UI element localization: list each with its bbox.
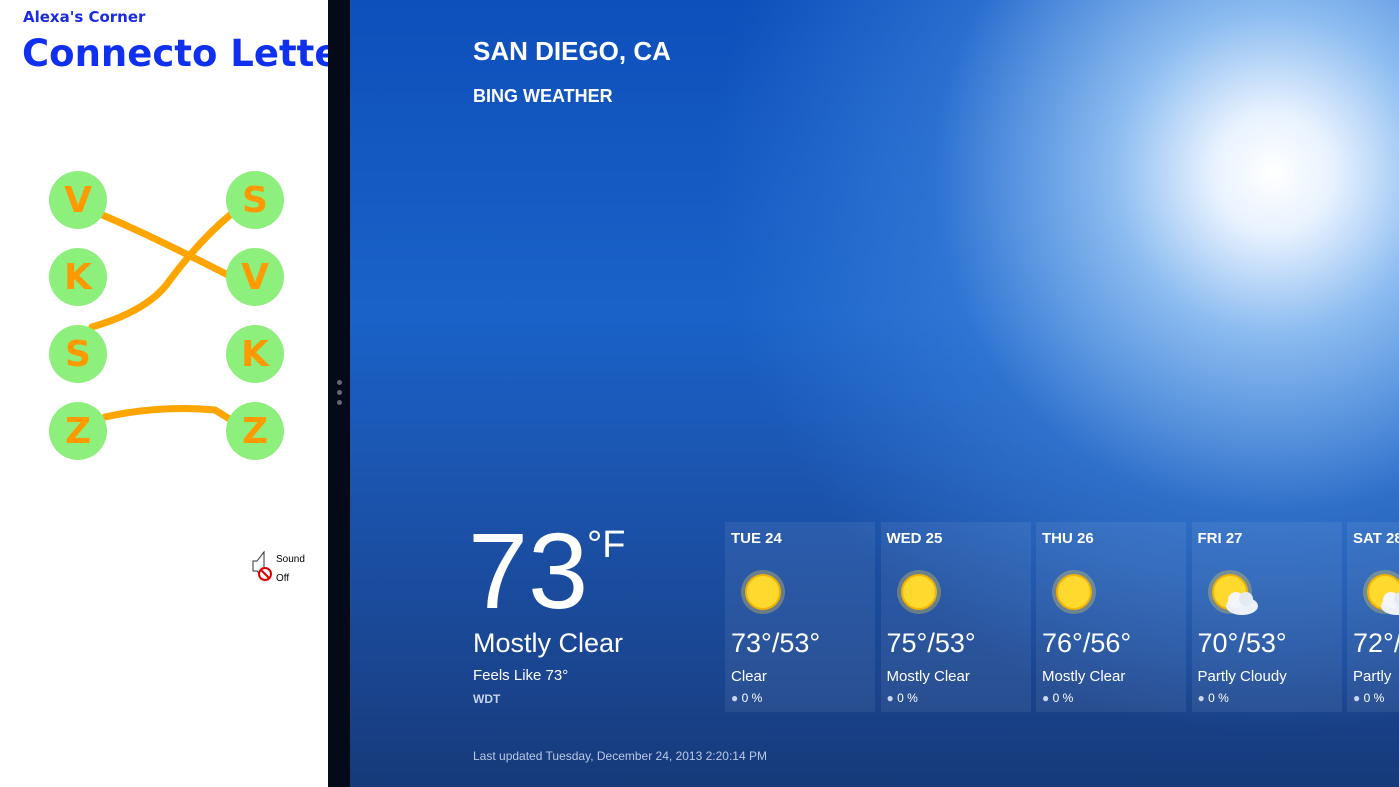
line-s-s <box>88 211 234 331</box>
line-z-z <box>101 405 232 422</box>
forecast-temps: 76°/56° <box>1042 628 1132 658</box>
sun-icon <box>896 570 941 614</box>
feels-like: Feels Like 73° <box>473 667 569 684</box>
forecast-day[interactable]: SAT 28 72°/ Partly ● 0 % <box>1347 522 1399 712</box>
precip-value: 0 % <box>1208 691 1229 705</box>
raindrop-icon: ● <box>731 691 739 705</box>
last-updated: Last updated Tuesday, December 24, 2013 … <box>473 749 767 763</box>
line-v-v <box>96 210 232 279</box>
forecast-day[interactable]: THU 26 76°/56° Mostly Clear ● 0 % <box>1036 522 1186 712</box>
forecast-temps: 72°/ <box>1353 628 1399 658</box>
sun-icon <box>1052 570 1096 614</box>
precip-value: 0 % <box>741 691 763 705</box>
forecast-temps: 73°/53° <box>731 628 821 658</box>
raindrop-icon: ● <box>886 691 894 705</box>
forecast-date: FRI 27 <box>1197 530 1243 547</box>
forecast-precip: ● 0 % <box>1353 691 1384 705</box>
forecast-day[interactable]: TUE 24 73°/53° Clear ● 0 % <box>725 522 875 712</box>
divider-grip-dot[interactable] <box>337 380 342 385</box>
forecast-date: THU 26 <box>1042 530 1094 547</box>
connection-lines <box>88 210 234 422</box>
precip-value: 0 % <box>897 691 918 705</box>
divider-grip-dot[interactable] <box>337 390 342 395</box>
letter-left-k[interactable]: K <box>49 248 107 306</box>
forecast-precip: ● 0 % <box>1042 691 1073 705</box>
precip-value: 0 % <box>1052 691 1074 705</box>
forecast-temps: 75°/53° <box>886 628 976 658</box>
current-condition: Mostly Clear <box>473 628 624 658</box>
forecast-precip: ● 0 % <box>1198 691 1229 705</box>
sound-toggle[interactable]: Sound Off <box>250 547 305 585</box>
letter-left-z[interactable]: Z <box>49 402 107 460</box>
sound-label: Sound <box>276 554 305 565</box>
letter-right-z[interactable]: Z <box>226 402 284 460</box>
raindrop-icon: ● <box>1042 691 1050 705</box>
app-subtitle: Alexa's Corner <box>23 8 146 26</box>
bing-weather-app: SAN DIEGO, CA BING WEATHER 73 °F Mostly … <box>350 0 1399 787</box>
forecast-precip: ● 0 % <box>731 691 762 705</box>
sun-icon <box>741 570 785 614</box>
letter-left-s[interactable]: S <box>49 325 107 383</box>
forecast-date: SAT 28 <box>1353 530 1399 547</box>
temperature-unit[interactable]: °F <box>587 524 626 566</box>
connecto-letters-app: Alexa's Corner Connecto Letters VKSZSVKZ… <box>0 0 328 787</box>
forecast-date: TUE 24 <box>731 530 782 547</box>
raindrop-icon: ● <box>1353 691 1361 705</box>
letter-right-v[interactable]: V <box>226 248 284 306</box>
app-title: Connecto Letters <box>22 32 328 75</box>
forecast-precip: ● 0 % <box>887 691 918 705</box>
forecast-condition: Clear <box>731 668 767 685</box>
speaker-muted-icon <box>252 550 272 582</box>
app-name: BING WEATHER <box>473 86 613 106</box>
raindrop-icon: ● <box>1197 691 1205 705</box>
letter-right-s[interactable]: S <box>226 171 284 229</box>
partly-cloudy-icon <box>1363 570 1399 615</box>
city-name[interactable]: SAN DIEGO, CA <box>473 36 671 66</box>
forecast-condition: Mostly Clear <box>1042 668 1126 685</box>
letter-right-k[interactable]: K <box>226 325 284 383</box>
forecast-day[interactable]: WED 25 75°/53° Mostly Clear ● 0 % <box>880 522 1031 712</box>
forecast-condition: Mostly Clear <box>886 668 970 685</box>
current-temperature: 73 <box>468 510 589 631</box>
forecast-condition: Partly <box>1353 668 1392 685</box>
forecast-temps: 70°/53° <box>1197 628 1287 658</box>
forecast-day[interactable]: FRI 27 70°/53° Partly Cloudy ● 0 % <box>1191 522 1342 712</box>
partly-cloudy-icon <box>1207 570 1258 615</box>
letter-left-v[interactable]: V <box>49 171 107 229</box>
sound-state: Off <box>276 573 290 584</box>
divider-grip-dot[interactable] <box>337 400 342 405</box>
precip-value: 0 % <box>1363 691 1385 705</box>
forecast-condition: Partly Cloudy <box>1197 668 1287 685</box>
station: WDT <box>473 692 501 706</box>
forecast-date: WED 25 <box>886 530 943 547</box>
